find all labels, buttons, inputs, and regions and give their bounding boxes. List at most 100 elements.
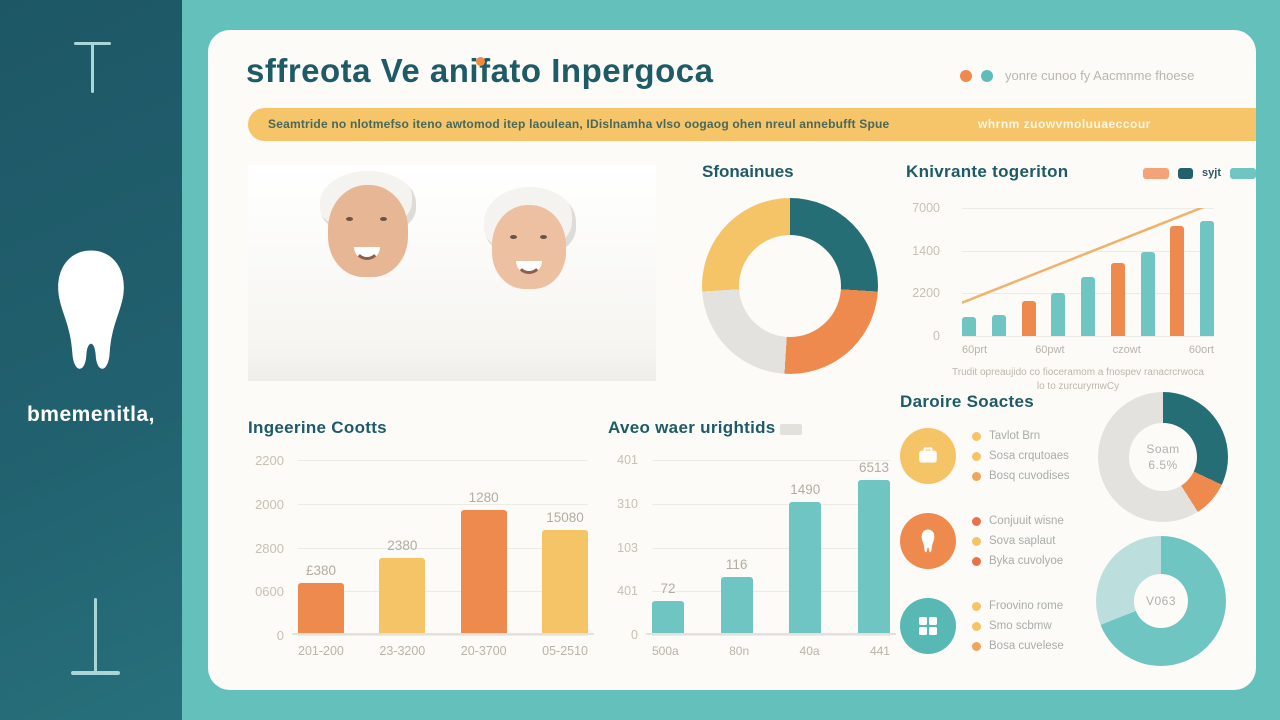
- trend-line: [962, 208, 1205, 304]
- bar-value-label: 2380: [387, 538, 418, 553]
- list-item: Byka cuvolyoe: [972, 555, 1064, 567]
- bar: [991, 315, 1006, 336]
- plot-area: [962, 208, 1214, 337]
- bar: [962, 317, 976, 336]
- source-bullet-list: Froovino rome Smo scbmw Bosa cuvelese: [972, 600, 1064, 652]
- y-tick-label: 0: [933, 329, 940, 343]
- bars: £380 2380 1280 15080: [298, 460, 588, 635]
- inverted-t-icon: [71, 671, 120, 675]
- gridline: [962, 208, 1214, 209]
- bars: [962, 208, 1214, 336]
- bullet-text: Byka cuvolyoe: [989, 555, 1064, 567]
- y-tick-label: 0600: [255, 584, 284, 600]
- tooth-sparkle-icon: [900, 513, 956, 569]
- list-item: Froovino rome: [972, 600, 1064, 612]
- gridline: [652, 547, 890, 549]
- list-item: Bosq cuvodises: [972, 470, 1070, 482]
- gridline: [652, 591, 890, 593]
- costs-chart-title: Ingeerine Cootts: [248, 418, 387, 437]
- bullet-text: Tavlot Brn: [989, 430, 1041, 442]
- tooth-icon: [58, 250, 124, 369]
- y-tick-label: 0: [276, 628, 284, 643]
- gridline: [298, 503, 588, 505]
- x-tick-label: czowt: [1112, 344, 1141, 356]
- x-tick-label: 23-3200: [379, 644, 426, 658]
- title-accent-dot: [476, 57, 485, 66]
- source-row: Froovino rome Smo scbmw Bosa cuvelese: [900, 598, 1064, 654]
- x-tick-label: 60prt: [962, 344, 988, 356]
- bar-column: 1280: [460, 460, 507, 635]
- list-item: Conjuuit wisne: [972, 515, 1064, 527]
- title-legend-swatch: [780, 424, 802, 435]
- gridline: [652, 635, 890, 636]
- bullet-dot-icon: [972, 471, 981, 481]
- y-tick-label: 2800: [255, 540, 284, 556]
- bar-value-label: 1490: [790, 482, 821, 497]
- bar-value-label: 6513: [858, 460, 889, 475]
- bar-column: 116: [720, 460, 753, 635]
- x-axis-labels: 201-200 23-3200 20-3700 05-2510: [298, 644, 588, 658]
- gridline: [652, 503, 890, 505]
- bar: [857, 480, 890, 635]
- sources-title: Daroire Soactes: [900, 392, 1034, 411]
- bar-column: 6513: [857, 460, 890, 635]
- x-tick-label: 201-200: [298, 644, 344, 658]
- man-eye: [380, 217, 387, 221]
- y-tick-label: 310: [617, 496, 638, 511]
- bullet-dot-icon: [972, 621, 981, 631]
- banner-right-text: whrnm zuowvmoluuaeccour: [978, 117, 1151, 131]
- bullet-dot-icon: [972, 536, 981, 546]
- caption-line: lo to zurcurymwCy: [1036, 381, 1120, 392]
- x-tick-label: 20-3700: [460, 644, 507, 658]
- bar: [1021, 301, 1036, 336]
- dashboard-card: sffreota Ve anifato Inpergoca yonre cuno…: [208, 30, 1256, 690]
- bar-column: 72: [652, 460, 684, 635]
- bar-value-label: 116: [725, 557, 748, 572]
- costs-bar-chart: Ingeerine Cootts 2200 2000 2800 0600 0 £380 2…: [248, 418, 596, 673]
- bar: [1110, 263, 1125, 336]
- plot-area: 72 116 1490 6513: [646, 460, 896, 636]
- y-axis-labels: 7000 1400 2200 0: [900, 201, 946, 343]
- x-tick-label: 500a: [652, 644, 679, 658]
- bullet-text: Sova saplaut: [989, 535, 1056, 547]
- x-tick-label: 441: [869, 644, 890, 658]
- orange-dot-icon: [960, 69, 972, 82]
- list-item: Sosa crqutoaes: [972, 450, 1070, 462]
- y-tick-label: 7000: [912, 201, 940, 215]
- bullet-dot-icon: [972, 451, 981, 461]
- bullet-text: Sosa crqutoaes: [989, 450, 1069, 462]
- x-tick-label: 60ort: [1188, 344, 1214, 356]
- man-smile: [354, 247, 380, 260]
- briefcase-icon: [900, 428, 956, 484]
- bar-column: [1081, 208, 1095, 336]
- gridline: [652, 460, 890, 461]
- legend-swatch-teal: [1230, 167, 1256, 179]
- caption-line: Trudit opreaujido co fioceramom a fnospe…: [952, 367, 1204, 378]
- bar-column: 2380: [379, 460, 426, 635]
- woman-smile: [516, 261, 542, 274]
- donut-hole: V063: [1134, 574, 1188, 628]
- donut-hole: [739, 235, 841, 337]
- growth-bar-chart: Knivrante togeriton syjt 7000 1400 2200 0 6…: [898, 160, 1256, 400]
- y-tick-label: 401: [617, 453, 638, 467]
- bullet-dot-icon: [972, 556, 981, 566]
- x-axis-labels: 500a 80n 40a 441: [652, 644, 890, 658]
- bar-column: [1021, 208, 1036, 336]
- x-tick-label: 40a: [799, 644, 820, 658]
- chart-caption: Trudit opreaujido co fioceramom a fnospe…: [928, 366, 1228, 394]
- bar-value-label: £380: [305, 563, 337, 578]
- donut-center-label: V063: [1145, 594, 1177, 608]
- x-axis-line: [292, 633, 594, 635]
- inverted-t-icon-stem: [94, 598, 97, 674]
- bullet-dot-icon: [972, 601, 981, 611]
- source-row: Conjuuit wisne Sova saplaut Byka cuvolyoe: [900, 513, 1064, 569]
- services-donut-title: Sfonainues: [702, 162, 794, 181]
- source-row: Tavlot Brn Sosa crqutoaes Bosq cuvodises: [900, 428, 1070, 484]
- x-tick-label: 80n: [729, 644, 750, 658]
- sidebar: bmemenitla,: [0, 0, 182, 720]
- t-icon-stem: [91, 42, 94, 93]
- bullet-dot-icon: [972, 431, 981, 441]
- bar: [1200, 221, 1214, 336]
- bar: [1081, 277, 1095, 336]
- gridline: [298, 591, 588, 593]
